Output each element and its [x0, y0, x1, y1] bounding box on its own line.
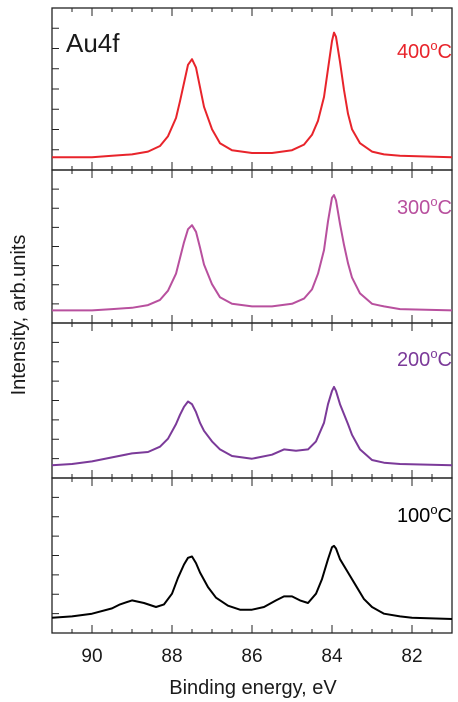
panel-300: 300oC [51, 169, 453, 324]
temperature-label-100: 100oC [397, 502, 452, 527]
spectrum-line-300 [52, 194, 453, 312]
x-axis-title: Binding energy, eV [169, 677, 337, 699]
panel-frame [51, 169, 453, 324]
temperature-label-200: 200oC [397, 346, 452, 371]
spectrum-line-100 [51, 544, 453, 620]
panel-200: 200oC [51, 322, 453, 479]
panel-frame [51, 322, 453, 479]
y-axis-title: Intensity, arb.units [8, 235, 30, 396]
x-tick-label-84: 84 [321, 646, 343, 667]
x-tick-label-86: 86 [241, 646, 262, 667]
temperature-label-300: 300oC [397, 194, 452, 219]
x-tick-label-82: 82 [401, 646, 422, 667]
x-tick-label-88: 88 [161, 646, 182, 667]
spectrum-line-400 [52, 31, 453, 159]
x-tick-labels: 90 88 86 84 82 [81, 646, 422, 667]
panels-group: 400oC 300oC 200oC 100oC [51, 7, 453, 634]
spectrum-line-200 [51, 385, 453, 467]
element-label: Au4f [66, 28, 120, 58]
panel-100: 100oC [51, 477, 453, 634]
x-tick-label-90: 90 [81, 646, 102, 667]
temperature-label-400: 400oC [397, 38, 452, 63]
